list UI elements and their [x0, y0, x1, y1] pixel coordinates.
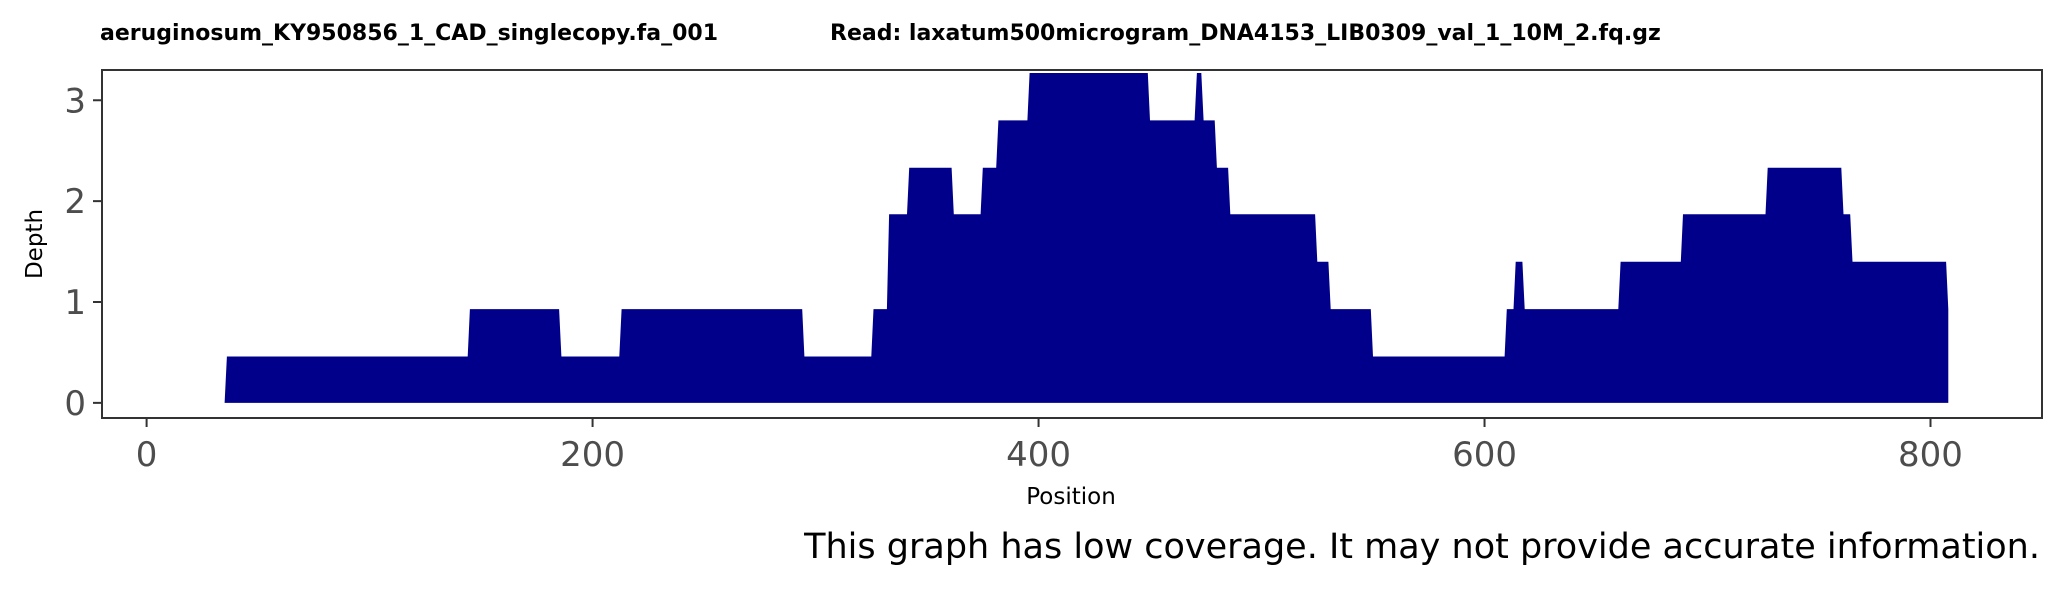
- y-axis: 0 1 2 3: [64, 81, 102, 424]
- y-tick-label: 2: [64, 182, 86, 222]
- chart-title-read: Read: laxatum500microgram_DNA4153_LIB030…: [830, 21, 1661, 46]
- x-tick-label: 0: [136, 435, 158, 475]
- y-tick-label: 0: [64, 384, 86, 424]
- x-tick-label: 800: [1898, 435, 1963, 475]
- coverage-area: [224, 73, 1949, 403]
- x-tick-label: 600: [1452, 435, 1517, 475]
- y-axis-title: Depth: [22, 209, 48, 279]
- x-tick-label: 200: [560, 435, 625, 475]
- x-axis-title: Position: [1026, 484, 1116, 510]
- chart-title-reference: aeruginosum_KY950856_1_CAD_singlecopy.fa…: [100, 21, 718, 46]
- x-tick-label: 400: [1006, 435, 1071, 475]
- y-tick-label: 3: [64, 81, 86, 121]
- low-coverage-note: This graph has low coverage. It may not …: [803, 527, 2040, 567]
- x-axis: 0 200 400 600 800: [136, 418, 1963, 475]
- y-tick-label: 1: [64, 283, 86, 323]
